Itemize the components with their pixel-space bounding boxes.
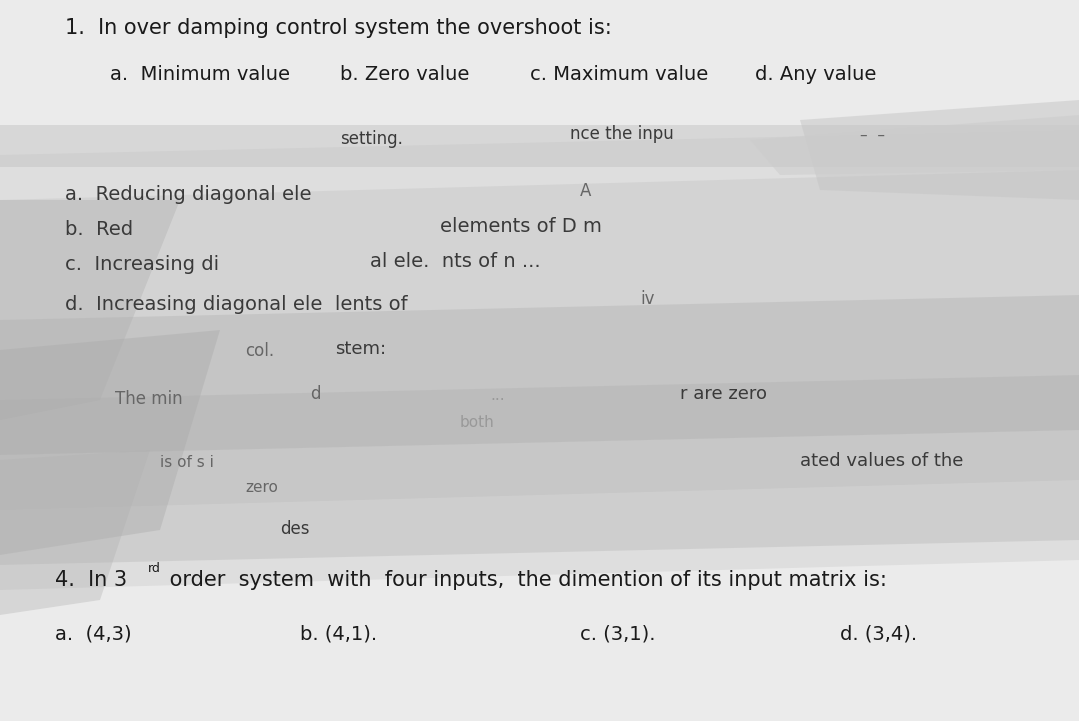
- Text: A: A: [581, 182, 591, 200]
- Polygon shape: [0, 295, 1079, 455]
- Text: ...: ...: [490, 388, 505, 403]
- Polygon shape: [0, 450, 150, 615]
- Polygon shape: [0, 330, 220, 555]
- Text: col.: col.: [245, 342, 274, 360]
- Text: setting.: setting.: [340, 130, 402, 148]
- Text: order  system  with  four inputs,  the dimention of its input matrix is:: order system with four inputs, the dimen…: [163, 570, 887, 590]
- Text: c. Maximum value: c. Maximum value: [530, 65, 708, 84]
- Text: zero: zero: [245, 480, 278, 495]
- Text: al ele.  nts of n ...: al ele. nts of n ...: [370, 252, 541, 271]
- Text: d. (3,4).: d. (3,4).: [839, 625, 917, 644]
- Text: d.  Increasing diagonal ele  lents of: d. Increasing diagonal ele lents of: [65, 295, 408, 314]
- Polygon shape: [800, 100, 1079, 200]
- Text: c. (3,1).: c. (3,1).: [581, 625, 656, 644]
- Bar: [0, 125, 1079, 167]
- Text: d. Any value: d. Any value: [755, 65, 876, 84]
- Text: r are zero: r are zero: [680, 385, 767, 403]
- Text: a.  (4,3): a. (4,3): [55, 625, 132, 644]
- Text: rd: rd: [148, 562, 161, 575]
- Polygon shape: [0, 170, 1079, 510]
- Text: des: des: [279, 520, 310, 538]
- Text: c.  Increasing di: c. Increasing di: [65, 255, 219, 274]
- Text: b.  Red: b. Red: [65, 220, 133, 239]
- Text: –  –: – –: [860, 128, 885, 143]
- Text: d: d: [310, 385, 320, 403]
- Text: a.  Reducing diagonal ele: a. Reducing diagonal ele: [65, 185, 312, 204]
- Text: elements of D m: elements of D m: [440, 217, 602, 236]
- Polygon shape: [0, 130, 1079, 590]
- Text: nce the inpu: nce the inpu: [570, 125, 673, 143]
- Polygon shape: [0, 200, 180, 420]
- Text: both: both: [460, 415, 495, 430]
- Text: b. Zero value: b. Zero value: [340, 65, 469, 84]
- Text: 1.  In over damping control system the overshoot is:: 1. In over damping control system the ov…: [65, 18, 612, 38]
- Polygon shape: [750, 115, 1079, 175]
- Text: ated values of the: ated values of the: [800, 452, 964, 470]
- Text: iv: iv: [640, 290, 655, 308]
- Text: is of s i: is of s i: [160, 455, 214, 470]
- Text: 4.  In 3: 4. In 3: [55, 570, 127, 590]
- Text: stem:: stem:: [334, 340, 386, 358]
- Polygon shape: [0, 375, 1079, 565]
- Text: b. (4,1).: b. (4,1).: [300, 625, 378, 644]
- Text: The min: The min: [115, 390, 182, 408]
- Text: a.  Minimum value: a. Minimum value: [110, 65, 290, 84]
